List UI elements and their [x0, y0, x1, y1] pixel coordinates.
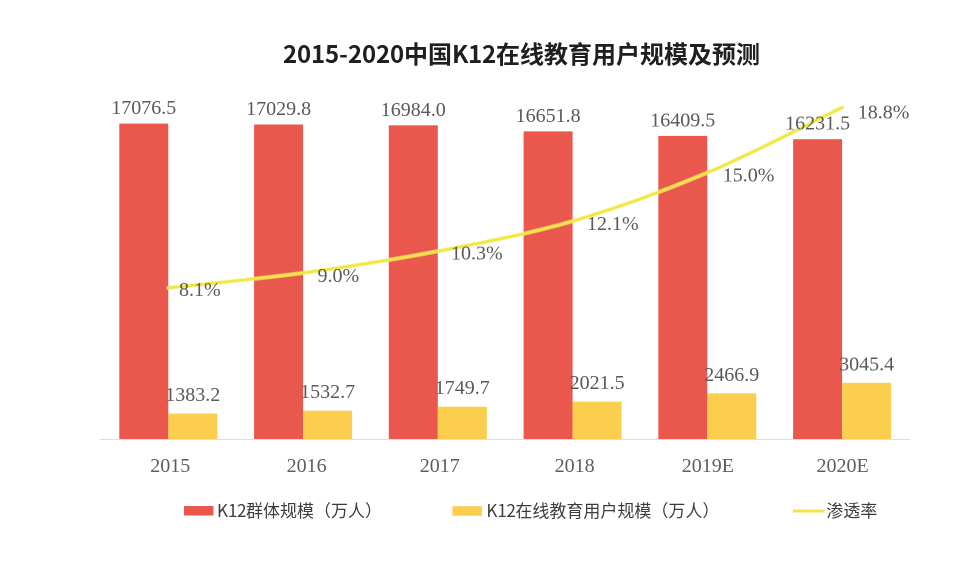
- svg-text:15.0%: 15.0%: [723, 165, 775, 187]
- svg-text:17076.5: 17076.5: [111, 97, 176, 119]
- svg-text:1383.2: 1383.2: [165, 384, 220, 406]
- svg-text:1749.7: 1749.7: [435, 377, 490, 399]
- svg-text:16984.0: 16984.0: [381, 99, 446, 121]
- svg-text:2021.5: 2021.5: [570, 372, 625, 394]
- svg-text:18.8%: 18.8%: [858, 102, 910, 124]
- svg-text:9.0%: 9.0%: [318, 265, 360, 287]
- svg-text:10.3%: 10.3%: [451, 243, 503, 265]
- svg-text:1532.7: 1532.7: [300, 381, 355, 403]
- svg-text:17029.8: 17029.8: [246, 98, 311, 120]
- svg-text:2015: 2015: [150, 455, 190, 477]
- svg-text:2020E: 2020E: [816, 455, 868, 477]
- svg-text:2018: 2018: [555, 455, 595, 477]
- svg-text:3045.4: 3045.4: [839, 353, 894, 375]
- svg-text:16409.5: 16409.5: [650, 109, 715, 131]
- svg-text:8.1%: 8.1%: [179, 279, 221, 301]
- svg-text:16651.8: 16651.8: [516, 105, 581, 127]
- svg-text:2019E: 2019E: [682, 455, 734, 477]
- svg-text:12.1%: 12.1%: [587, 213, 639, 235]
- svg-text:2017: 2017: [420, 455, 460, 477]
- svg-text:2016: 2016: [287, 455, 327, 477]
- svg-text:2466.9: 2466.9: [704, 364, 759, 386]
- svg-text:16231.5: 16231.5: [785, 113, 850, 135]
